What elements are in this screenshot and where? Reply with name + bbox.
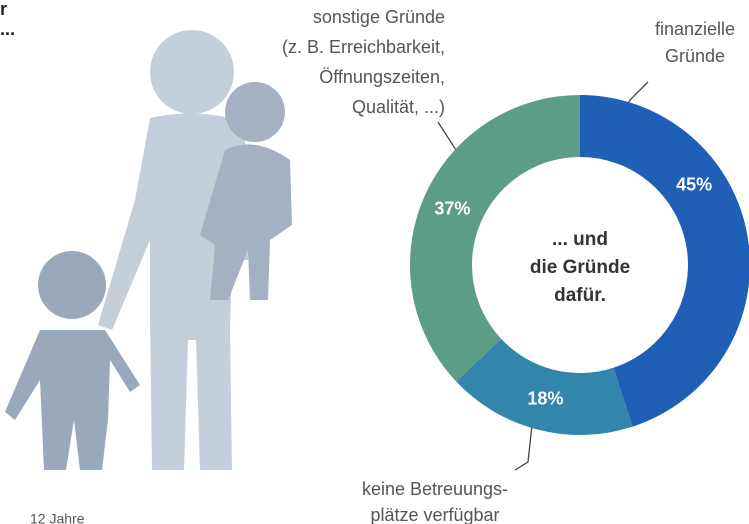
value-label: 18% (527, 388, 563, 408)
value-label: 45% (676, 174, 712, 194)
category-label: keine Betreuungs-plätze verfügbar (362, 479, 508, 524)
center-title: ... und die Gründe dafür. (530, 229, 630, 306)
category-label: sonstige Gründe (z. B. Erreichbarkeit, Öff… (282, 7, 445, 117)
child-illustration (5, 251, 140, 470)
value-label: 37% (434, 199, 470, 219)
leader-line (514, 424, 533, 471)
donut-segment (580, 95, 749, 427)
category-label: finanzielle Gründe (655, 19, 735, 66)
cropped-text: r (0, 0, 7, 19)
cropped-text: ... (0, 19, 15, 39)
donut-segment (410, 95, 580, 382)
baby-illustration (200, 82, 292, 300)
donut-segment (456, 338, 633, 435)
cropped-text: 12 Jahre (30, 511, 85, 524)
